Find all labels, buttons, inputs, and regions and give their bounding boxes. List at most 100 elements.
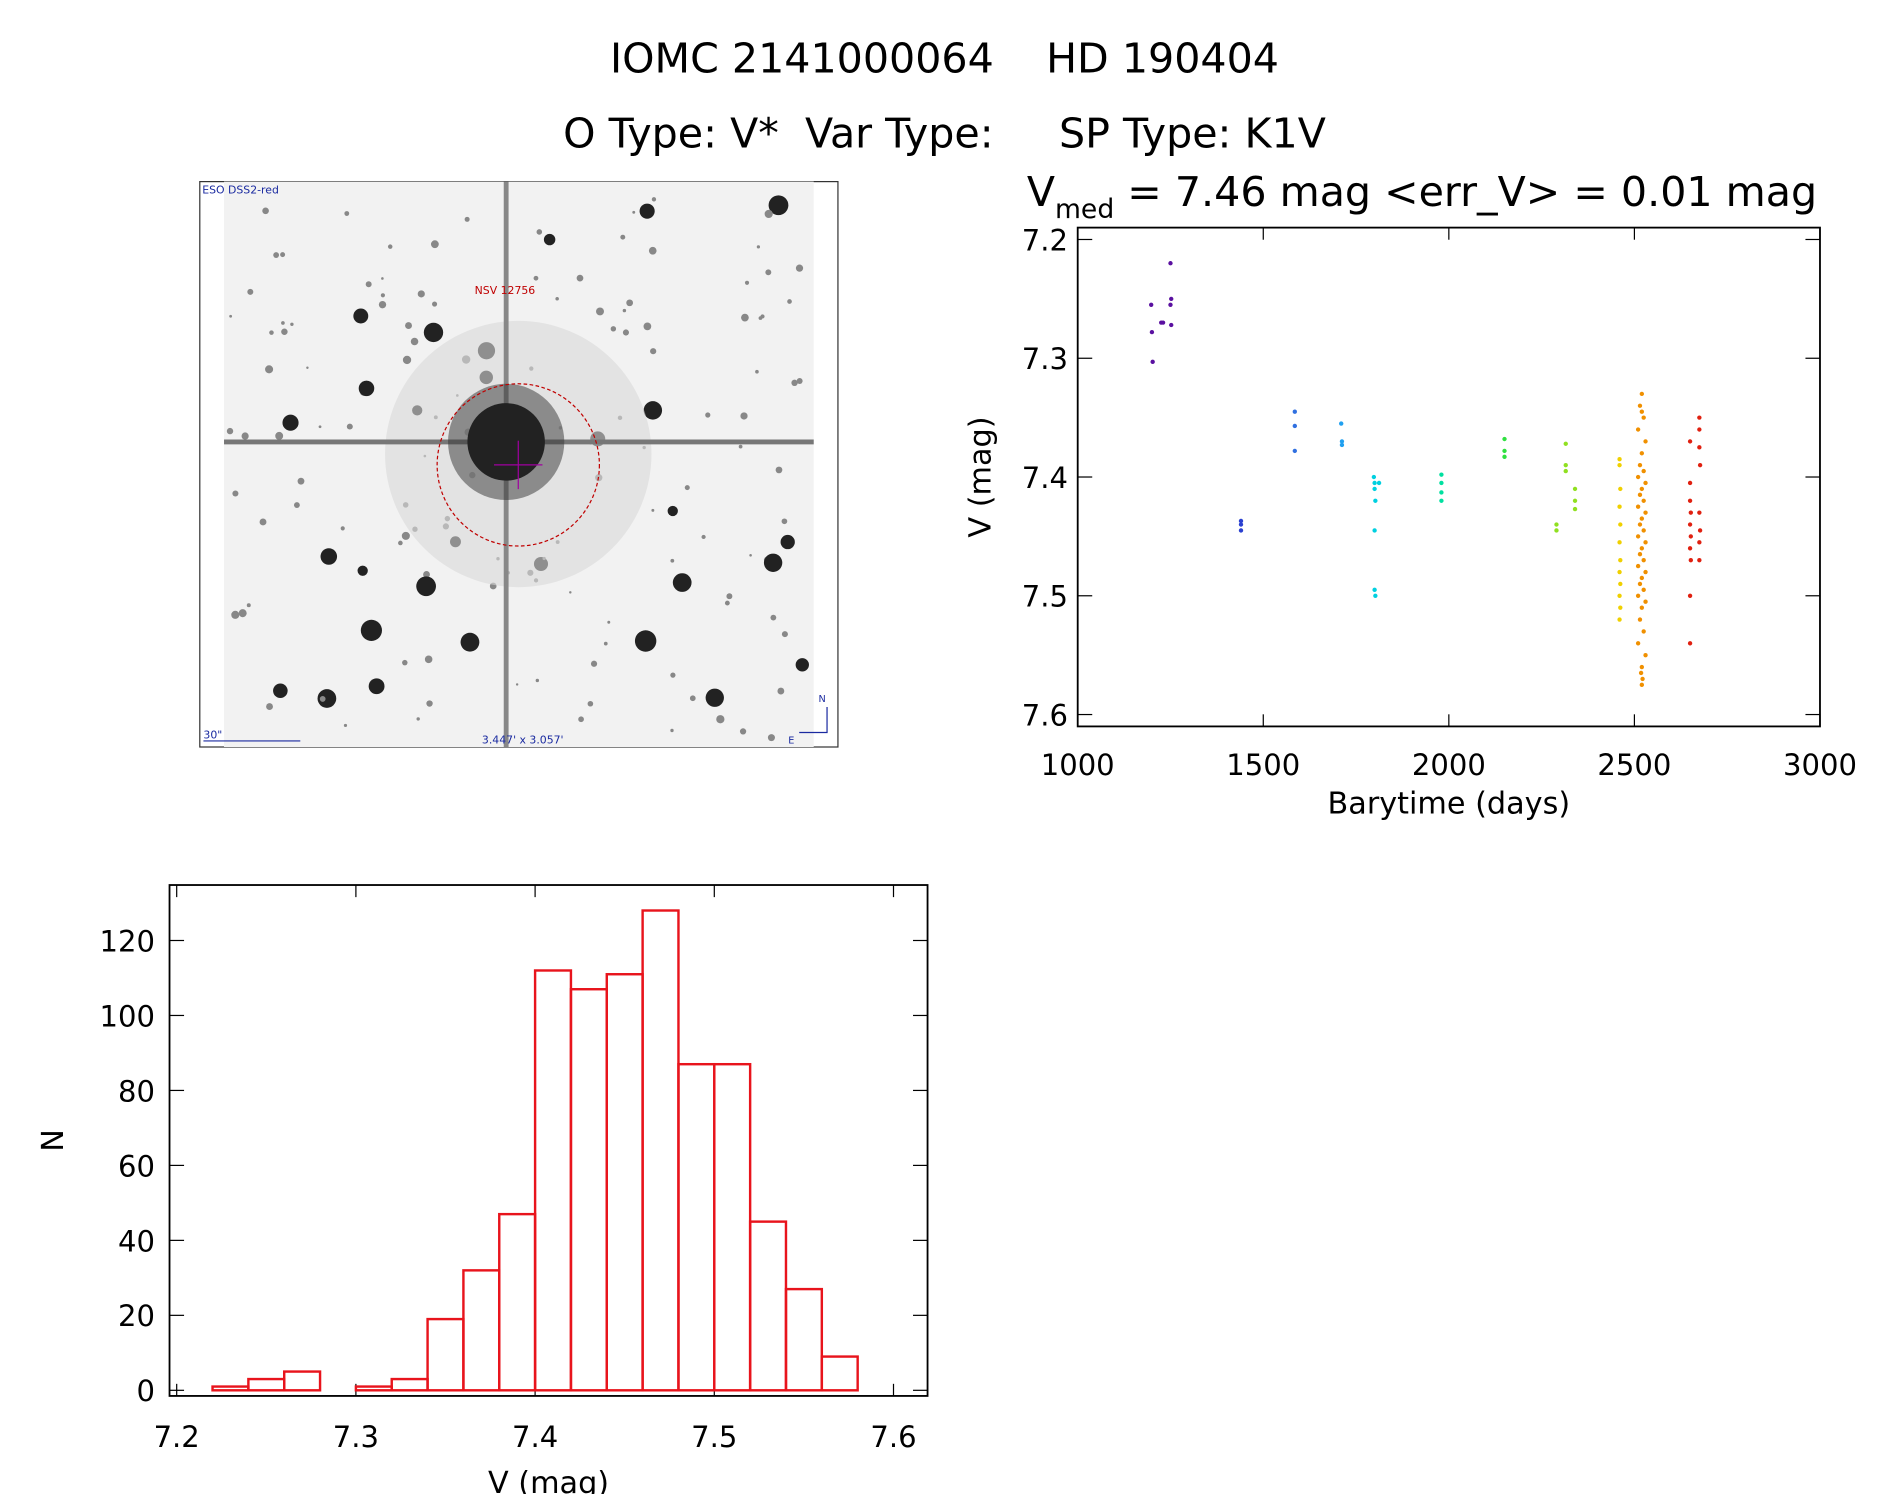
point [1339,442,1345,448]
point [1238,522,1244,527]
star [320,548,338,565]
star [319,696,326,702]
east-label: E [788,735,794,746]
target-glow [448,383,565,501]
point [1292,448,1297,454]
star [232,490,239,497]
star [543,233,556,246]
bar [211,1385,250,1392]
y-tick-label: 7.3 [1022,342,1068,376]
point [1697,415,1702,420]
star [273,683,288,699]
point [1617,593,1622,598]
point [1339,421,1344,426]
star [424,655,433,664]
star [555,296,559,301]
y-axis-label: V (mag) [964,416,999,537]
star [238,609,247,618]
star [795,658,809,672]
star [416,576,436,597]
star [365,281,372,288]
point [1697,462,1703,468]
star [569,591,572,594]
point [1618,605,1623,610]
point [1687,498,1693,503]
star [749,554,752,557]
point [1687,641,1693,646]
point [1639,605,1645,610]
x-tick-label: 7.5 [691,1420,737,1454]
bar [641,909,680,1392]
point [1238,528,1244,533]
star [430,240,439,249]
star [515,683,519,686]
point [1697,427,1702,432]
point [1643,540,1648,545]
star [259,518,267,526]
star [229,314,233,318]
star [318,425,322,429]
point [1697,557,1702,563]
point [1617,540,1622,545]
x-tick-label: 7.6 [870,1420,916,1454]
star [768,195,789,216]
y-tick-label: 100 [100,999,155,1033]
star [651,197,657,202]
point [1554,528,1559,533]
point [1502,448,1507,454]
point [1372,480,1377,486]
star [536,229,543,235]
bar [784,1287,824,1392]
size-label: 3.447' x 3.057' [482,733,564,746]
star [634,630,657,652]
star [387,244,393,249]
point [1618,557,1623,563]
star [306,366,309,369]
star [738,444,743,449]
y-tick-label: 20 [118,1299,155,1333]
star [417,290,425,298]
point [1572,506,1578,512]
star [672,573,692,592]
bar [713,1062,752,1392]
star [689,695,696,702]
survey-label: ESO DSS2-red [202,184,279,197]
point [1639,391,1645,397]
y-tick-label: 120 [100,924,155,958]
point [1376,480,1382,486]
point [1639,486,1645,492]
star [410,337,419,346]
star [622,329,630,336]
star [764,209,773,219]
point [1639,516,1645,521]
point [1639,409,1645,414]
point [1635,534,1641,539]
point [1641,629,1646,634]
bar [820,1355,859,1392]
point [1641,528,1646,533]
star [398,540,403,546]
point [1697,510,1702,515]
point [1641,498,1646,503]
point [1639,682,1645,688]
star [460,632,480,652]
star [756,245,761,249]
point [1439,490,1444,495]
point [1617,462,1622,468]
target-label: NSV 12756 [475,284,536,297]
star [358,380,375,397]
bar [283,1370,322,1392]
star [281,321,285,325]
star [781,631,788,638]
point [1637,552,1643,557]
point [1168,261,1173,266]
point [1688,510,1694,515]
star [650,348,657,355]
star [760,314,765,319]
point [1372,486,1377,492]
point [1643,569,1648,575]
point [1643,510,1648,515]
point [1238,518,1244,524]
star [380,293,385,298]
point [1635,641,1641,646]
